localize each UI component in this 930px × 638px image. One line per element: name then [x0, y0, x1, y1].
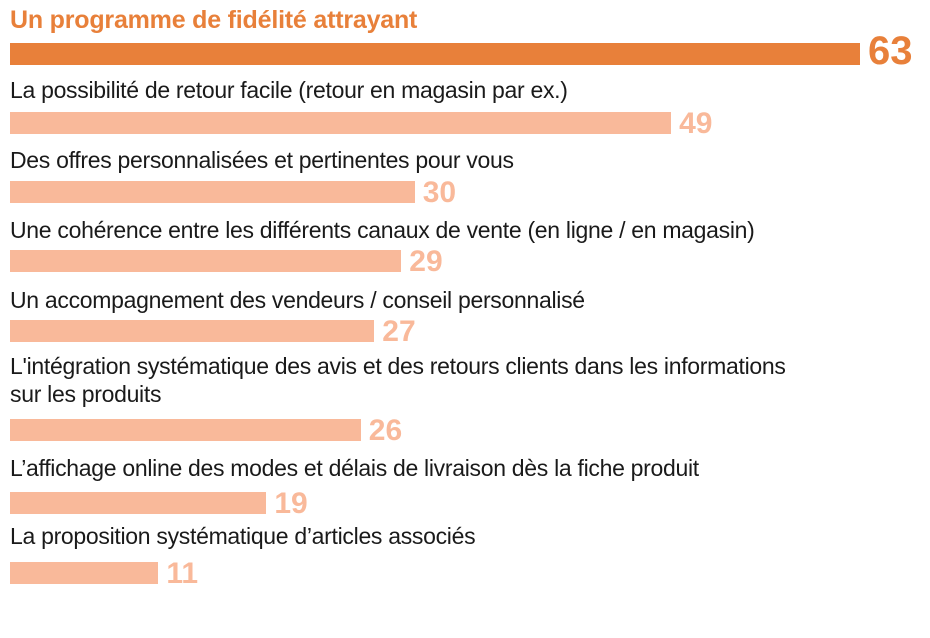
value-label: 27: [382, 315, 416, 348]
value-label: 26: [368, 414, 403, 447]
category-label: L'intégration systématique des avis et d…: [10, 353, 786, 407]
bar: [10, 181, 415, 203]
category-label: L’affichage online des modes et délais d…: [10, 455, 699, 481]
bar: [10, 250, 402, 272]
bar: [10, 320, 375, 342]
bar: [10, 43, 860, 65]
bar: [10, 112, 672, 134]
value-label: 19: [274, 487, 308, 520]
category-label: La proposition systématique d’articles a…: [10, 523, 476, 549]
bar: [10, 492, 267, 514]
value-label: 49: [679, 107, 713, 140]
category-label: Une cohérence entre les différents canau…: [10, 217, 755, 243]
bar: [10, 419, 361, 441]
category-label: Des offres personnalisées et pertinentes…: [10, 147, 514, 173]
value-label: 30: [422, 176, 457, 209]
value-label: 29: [409, 245, 443, 278]
category-label: La possibilité de retour facile (retour …: [10, 77, 568, 103]
value-label: 11: [166, 557, 199, 590]
value-label: 63: [868, 29, 913, 73]
category-label: Un accompagnement des vendeurs / conseil…: [10, 287, 585, 313]
category-label: Un programme de fidélité attrayant: [10, 6, 418, 34]
bar: [10, 562, 159, 584]
